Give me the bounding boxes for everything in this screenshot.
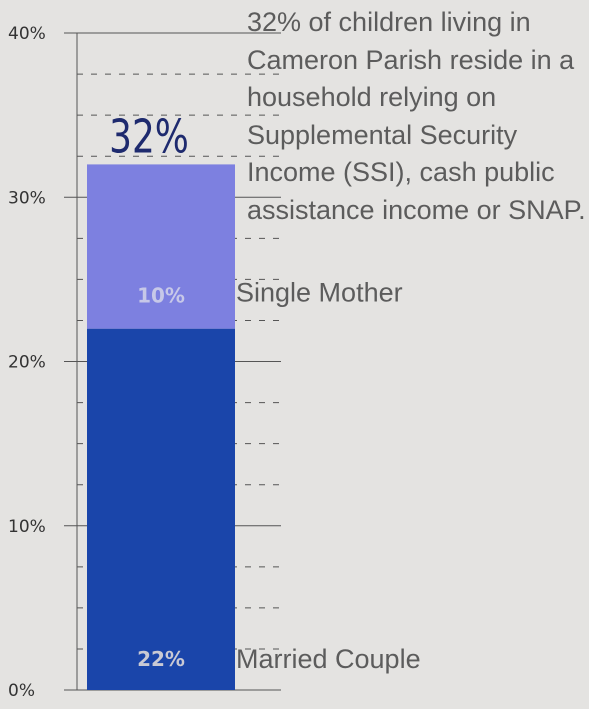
y-tick-label: 40% bbox=[8, 24, 46, 44]
total-value-label: 32% bbox=[109, 110, 189, 164]
data-labels: 22% Married Couple 10% Single Mother 32% bbox=[109, 110, 420, 674]
y-tick-label: 20% bbox=[8, 353, 46, 373]
series-name-label: Married Couple bbox=[236, 644, 421, 674]
series-name-label: Single Mother bbox=[236, 278, 403, 308]
bar-segment-married-couple bbox=[87, 328, 235, 690]
y-tick-label: 10% bbox=[8, 517, 46, 537]
segment-value-label: 10% bbox=[137, 284, 185, 308]
y-tick-label: 30% bbox=[8, 188, 46, 208]
segment-value-label: 22% bbox=[137, 647, 185, 671]
bar-segments bbox=[87, 164, 235, 690]
y-tick-label: 0% bbox=[8, 681, 35, 701]
chart-annotation: 32% of children living in Cameron Parish… bbox=[247, 7, 586, 225]
bar-segment-single-mother bbox=[87, 164, 235, 329]
y-axis: 0% 10% 20% 30% 40% bbox=[8, 24, 78, 701]
